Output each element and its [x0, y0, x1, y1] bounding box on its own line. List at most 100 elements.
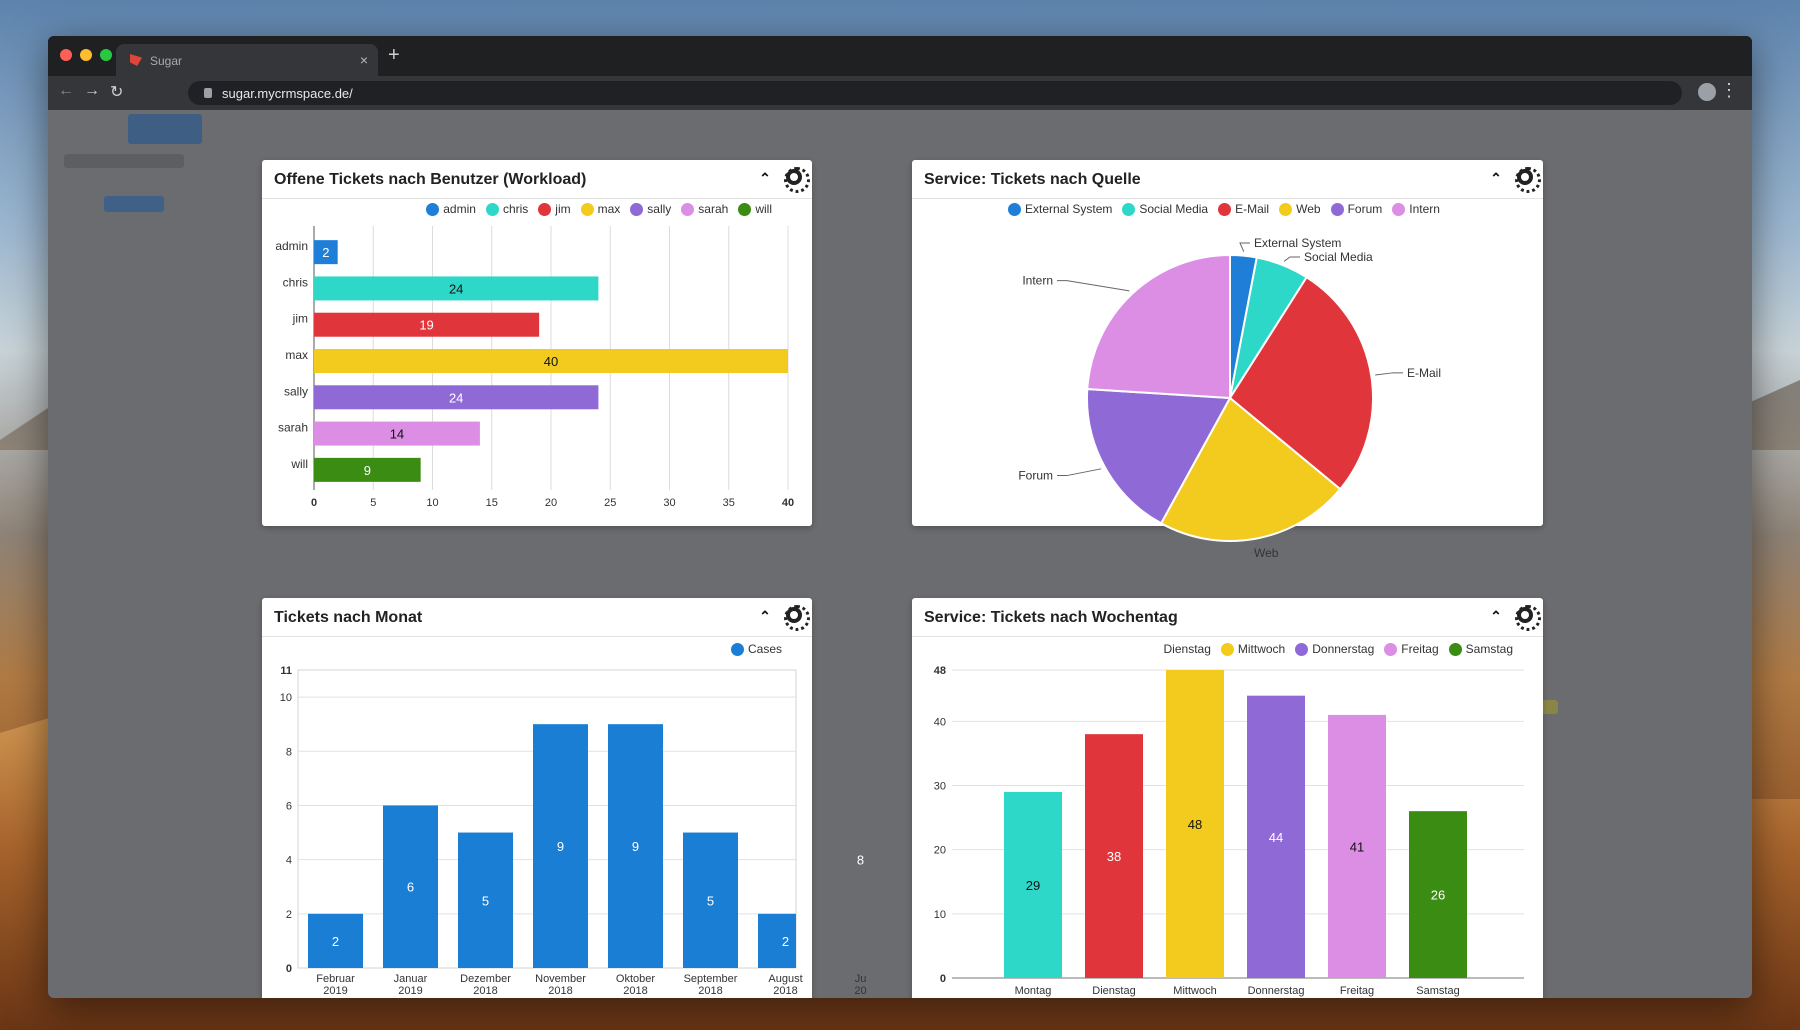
panel-title: Offene Tickets nach Benutzer (Workload)	[274, 171, 587, 188]
legend-item[interactable]: Forum	[1330, 202, 1382, 216]
legend-item[interactable]: chris	[485, 202, 528, 216]
chart-legend: External System Social Media E-Mail Web Foru…	[1008, 202, 1440, 216]
reload-icon[interactable]: ↻	[110, 84, 124, 101]
legend-item[interactable]: Dienstag	[1164, 642, 1211, 656]
chevron-up-icon[interactable]: ⌃	[1490, 608, 1502, 624]
y-tick-label: sally	[284, 384, 308, 398]
y-tick-label: jim	[292, 312, 308, 326]
legend-item[interactable]: Social Media	[1122, 202, 1208, 216]
tab-bar: Sugar × +	[48, 36, 1752, 76]
back-arrow-icon[interactable]: ←	[58, 82, 74, 99]
address-bar[interactable]: sugar.mycrmspace.de/	[188, 81, 1682, 105]
chevron-up-icon[interactable]: ⌃	[759, 608, 771, 624]
x-tick-label: 25	[604, 497, 616, 509]
legend-item[interactable]: admin	[426, 202, 476, 216]
leader-line	[1057, 468, 1102, 477]
panel-workload: Offene Tickets nach Benutzer (Workload) …	[262, 160, 812, 526]
legend-item[interactable]: Web	[1279, 202, 1321, 216]
legend-item[interactable]: sally	[630, 202, 671, 216]
legend-label: Intern	[1409, 202, 1440, 216]
legend-swatch	[426, 202, 440, 216]
bar	[383, 805, 438, 968]
legend-label: External System	[1025, 202, 1113, 216]
sugar-favicon-icon	[130, 54, 142, 66]
data-label: 40	[544, 354, 558, 369]
x-tick-label: 35	[723, 497, 735, 509]
panel-title: Service: Tickets nach Wochentag	[924, 609, 1178, 626]
legend-item[interactable]: Mittwoch	[1220, 642, 1285, 656]
gear-icon[interactable]	[784, 167, 810, 193]
browser-window: Sugar × + ← → ↻ sugar.mycrmspace.de/ ⋮ O…	[48, 36, 1752, 998]
slice-label: Forum	[1018, 469, 1053, 483]
x-tick-label: Montag	[1015, 985, 1052, 997]
close-tab-icon[interactable]: ×	[359, 52, 368, 68]
leader-line	[1250, 542, 1259, 554]
bar	[314, 240, 338, 265]
gear-icon[interactable]	[1515, 167, 1541, 193]
x-tick-label: 10	[426, 497, 438, 509]
x-tick-label: 2019	[398, 985, 422, 997]
account-icon[interactable]	[1698, 83, 1716, 101]
weekday-bar-chart: 0 10 20 30 40 48 29 Montag 38 Dienstag 48 Mittwoch 4…	[934, 665, 1524, 997]
legend-item[interactable]: Samstag	[1448, 642, 1513, 656]
data-label: 41	[1350, 839, 1364, 854]
legend-item[interactable]: Cases	[730, 642, 782, 656]
legend-item[interactable]: E-Mail	[1218, 202, 1269, 216]
data-label: 26	[1431, 888, 1445, 903]
browser-tab[interactable]: Sugar ×	[116, 44, 378, 76]
x-tick-label: 2019	[323, 985, 347, 997]
bar	[1166, 670, 1224, 978]
slice-label: Intern	[1022, 274, 1053, 288]
panel-month: Tickets nach Monat ⌃ Cases 0 2 4 6 8 10 11 2 Feb…	[262, 598, 867, 998]
y-tick-label: 30	[934, 781, 946, 793]
x-tick-label: Dienstag	[1092, 985, 1135, 997]
maximize-window-button[interactable]	[100, 49, 112, 61]
x-tick-label: Samstag	[1416, 985, 1459, 997]
workload-bar-chart: 0 5 10 15 20 25 30 35 40 admin 2 chris 24 jim 19 max 40 s…	[275, 226, 794, 509]
chevron-up-icon[interactable]: ⌃	[759, 170, 771, 186]
x-tick-label: 5	[370, 497, 376, 509]
forward-arrow-icon[interactable]: →	[84, 82, 100, 99]
x-tick-label: 2018	[548, 985, 572, 997]
bar	[308, 913, 363, 968]
window-controls	[60, 49, 112, 61]
x-tick-label: 30	[663, 497, 675, 509]
chevron-up-icon[interactable]: ⌃	[1490, 170, 1502, 186]
x-tick-label: August	[768, 973, 802, 985]
x-tick-label: 15	[486, 497, 498, 509]
bar	[1247, 695, 1305, 978]
legend-item[interactable]: will	[738, 202, 772, 216]
y-tick-label: 0	[940, 973, 946, 985]
legend-item[interactable]: Freitag	[1384, 642, 1439, 656]
x-tick-label: 2018	[698, 985, 722, 997]
legend-item[interactable]: max	[580, 202, 620, 216]
new-tab-button[interactable]: +	[388, 44, 400, 66]
bar	[1085, 734, 1143, 978]
gear-icon[interactable]	[784, 605, 810, 631]
data-label: 38	[1107, 849, 1121, 864]
browser-menu-icon[interactable]: ⋮	[1720, 80, 1738, 100]
x-tick-label: November	[535, 973, 586, 985]
x-tick-label: Februar	[316, 973, 355, 985]
legend-item[interactable]: External System	[1008, 202, 1112, 216]
legend-item[interactable]: Donnerstag	[1295, 642, 1374, 656]
pie-slice	[1159, 396, 1342, 542]
y-tick-label: 40	[934, 716, 946, 728]
y-tick-label: admin	[275, 239, 308, 253]
leader-line	[1283, 256, 1300, 262]
legend-item[interactable]: jim	[538, 202, 571, 216]
y-tick-label: sarah	[278, 421, 308, 435]
bar	[1004, 791, 1062, 978]
bar	[314, 421, 480, 446]
pie-slice	[1086, 253, 1231, 400]
legend-item[interactable]: sarah	[681, 202, 728, 216]
data-label: 9	[364, 463, 371, 478]
y-tick-label: 11	[280, 665, 292, 677]
legend-item[interactable]: Intern	[1392, 202, 1440, 216]
minimize-window-button[interactable]	[80, 49, 92, 61]
close-window-button[interactable]	[60, 49, 72, 61]
y-tick-label: 6	[286, 800, 292, 812]
legend-label: Samstag	[1465, 642, 1513, 656]
x-tick-label: 20	[545, 497, 557, 509]
gear-icon[interactable]	[1515, 605, 1541, 631]
